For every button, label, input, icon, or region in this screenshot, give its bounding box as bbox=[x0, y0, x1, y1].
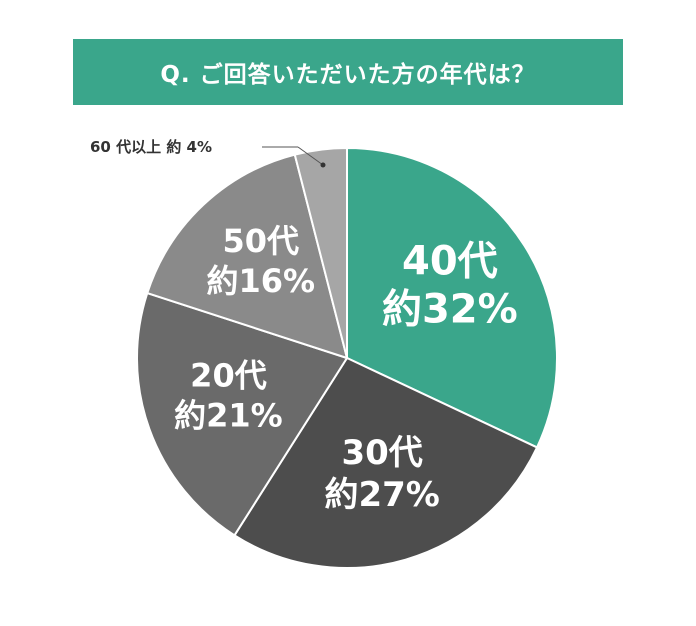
pie-slice bbox=[146, 153, 349, 360]
question-title: Q. ご回答いただいた方の年代は？ bbox=[160, 62, 536, 88]
pie-slice bbox=[136, 291, 349, 537]
pie-slice bbox=[233, 356, 539, 570]
callout-label: 60 代以上 約 4% bbox=[90, 138, 212, 156]
callout-leader-line-diagonal bbox=[297, 146, 324, 166]
slice-value-label: 約32% bbox=[382, 287, 518, 333]
pie-slice bbox=[293, 146, 348, 359]
slice-value-label: 約16% bbox=[206, 262, 315, 300]
slice-value-label: 約21% bbox=[174, 397, 283, 435]
slice-value-label: 約27% bbox=[324, 475, 439, 515]
slice-category-label: 20代 bbox=[190, 357, 267, 395]
slice-category-label: 30代 bbox=[341, 433, 422, 473]
pie-slices bbox=[136, 146, 558, 570]
question-banner: Q. ご回答いただいた方の年代は？ bbox=[73, 39, 623, 105]
pie-slice bbox=[346, 146, 558, 449]
slice-category-label: 40代 bbox=[402, 239, 498, 285]
callout-marker-dot bbox=[320, 162, 326, 168]
small-slice-callout: 60 代以上 約 4% bbox=[90, 138, 326, 168]
slice-category-label: 50代 bbox=[222, 222, 299, 260]
